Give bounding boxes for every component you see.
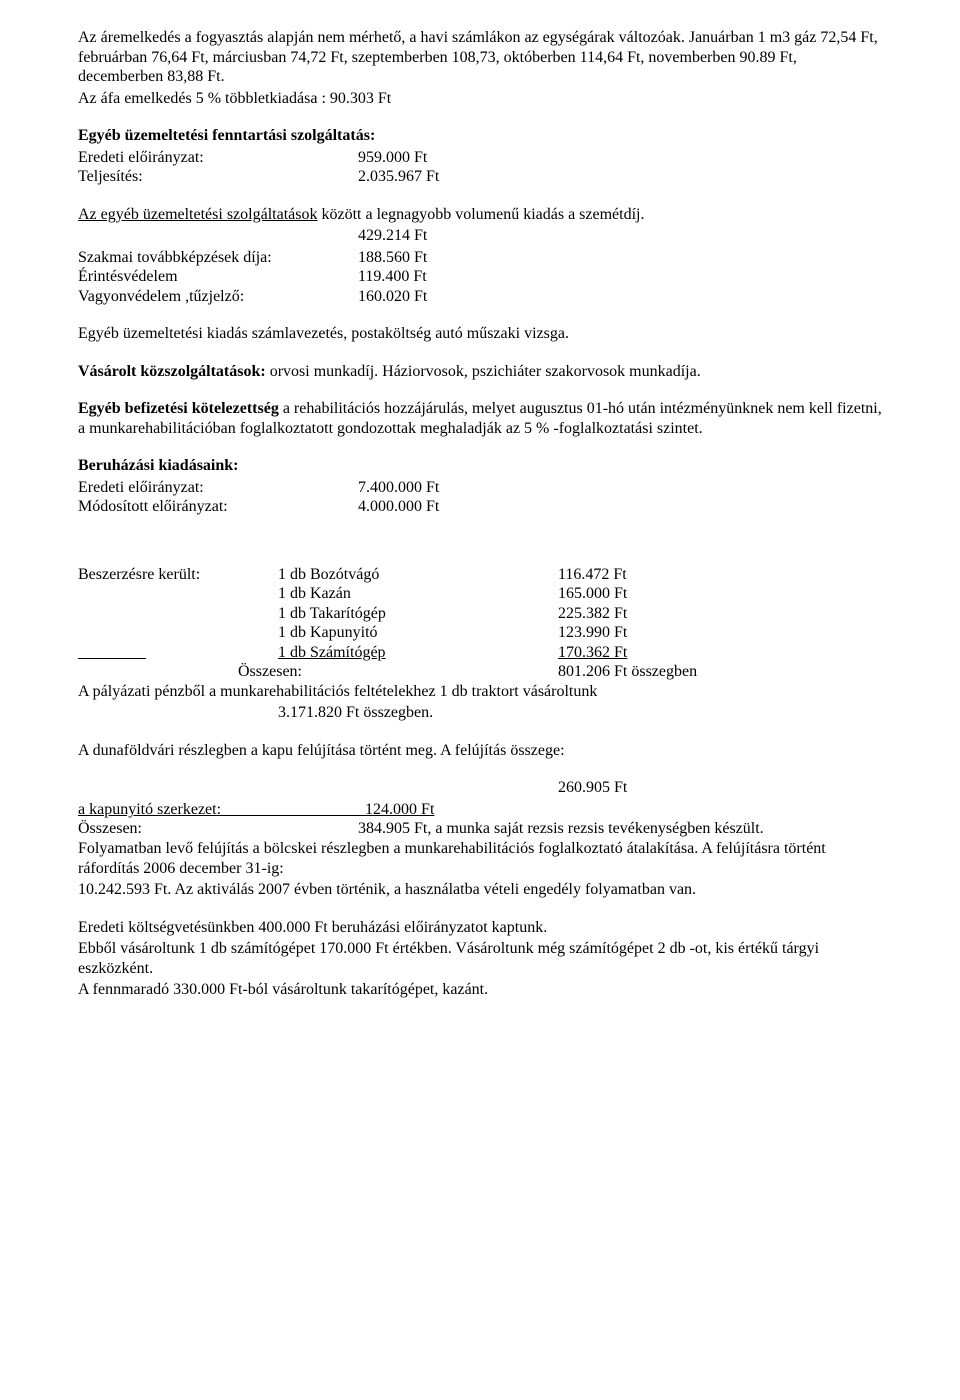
gate-sum-row: Összesen: 384.905 Ft, a munka saját rezs… [78, 819, 882, 839]
text: orvosi munkadíj. Háziorvosok, pszichiáte… [266, 363, 701, 380]
acq-item: 1 db Kazán [278, 584, 558, 604]
document-page: Az áremelkedés a fogyasztás alapján nem … [0, 0, 960, 1400]
acq-sum-label: Összesen: [78, 662, 458, 682]
kv-label: Szakmai továbbképzések díja: [78, 248, 358, 268]
amount-text: 3.171.820 Ft összegben. [78, 703, 882, 723]
acq-sum-value: 801.206 Ft összegben [458, 662, 697, 682]
acq-row: 1 db Takarítógép 225.382 Ft [78, 604, 882, 624]
gate-kv-label: a kapunyitó szerkezet: 124.000 Ft [78, 800, 558, 820]
acq-amount: 123.990 Ft [558, 623, 627, 643]
kv-value: 7.400.000 Ft [358, 478, 439, 498]
gate-sum-value: 384.905 Ft, a munka saját rezsis rezsis … [358, 819, 764, 839]
acq-amount: 165.000 Ft [558, 584, 627, 604]
acq-row: 1 db Kapunyitó 123.990 Ft [78, 623, 882, 643]
kv-value: 160.020 Ft [358, 287, 427, 307]
kv-row: Vagyonvédelem ,tűzjelző: 160.020 Ft [78, 287, 882, 307]
kv-label: Vagyonvédelem ,tűzjelző: [78, 287, 358, 307]
acq-item: 1 db Bozótvágó [278, 565, 558, 585]
bold-text: Egyéb befizetési kötelezettség [78, 400, 279, 417]
paragraph: 10.242.593 Ft. Az aktiválás 2007 évben t… [78, 880, 882, 900]
gate-sum-label: Összesen: [78, 819, 358, 839]
blank [78, 623, 278, 643]
kv-value: 4.000.000 Ft [358, 497, 439, 517]
section-heading: Beruházási kiadásaink: [78, 456, 882, 476]
paragraph: Eredeti költségvetésünkben 400.000 Ft be… [78, 918, 882, 938]
acq-amount: 225.382 Ft [558, 604, 627, 624]
text: 124.000 Ft [365, 801, 434, 818]
kv-label: Módosított előirányzat: [78, 497, 358, 517]
paragraph: Folyamatban levő felújítás a bölcskei ré… [78, 839, 882, 878]
paragraph: Az áremelkedés a fogyasztás alapján nem … [78, 28, 882, 87]
text: a kapunyitó szerkezet: [78, 801, 221, 818]
kv-row: Módosított előirányzat: 4.000.000 Ft [78, 497, 882, 517]
paragraph: Ebből vásároltunk 1 db számítógépet 170.… [78, 939, 882, 978]
acq-amount: 170.362 Ft [558, 643, 627, 663]
blank [78, 584, 278, 604]
kv-row: Szakmai továbbképzések díja: 188.560 Ft [78, 248, 882, 268]
kv-label: Érintésvédelem [78, 267, 358, 287]
kv-row: Eredeti előirányzat: 959.000 Ft [78, 148, 882, 168]
acq-item: 1 db Takarítógép [278, 604, 558, 624]
paragraph: A pályázati pénzből a munkarehabilitáció… [78, 682, 882, 702]
kv-row: Teljesítés: 2.035.967 Ft [78, 167, 882, 187]
acq-row: Beszerzésre került: 1 db Bozótvágó 116.4… [78, 565, 882, 585]
acq-item: 1 db Számítógép [278, 643, 558, 663]
blank [78, 604, 278, 624]
bold-text: Vásárolt közszolgáltatások: [78, 363, 266, 380]
kv-value: 188.560 Ft [358, 248, 427, 268]
blank-underline [78, 643, 278, 663]
acq-lead: Beszerzésre került: [78, 565, 278, 585]
amount-text: 260.905 Ft [78, 778, 882, 798]
kv-label: Eredeti előirányzat: [78, 478, 358, 498]
paragraph: A dunaföldvári részlegben a kapu felújít… [78, 741, 882, 761]
paragraph: Az áfa emelkedés 5 % többletkiadása : 90… [78, 89, 882, 109]
paragraph: Vásárolt közszolgáltatások: orvosi munka… [78, 362, 882, 382]
kv-label: Eredeti előirányzat: [78, 148, 358, 168]
text: között a legnagyobb volumenű kiadás a sz… [317, 206, 644, 223]
acq-row: 1 db Kazán 165.000 Ft [78, 584, 882, 604]
paragraph: Az egyéb üzemeltetési szolgáltatások köz… [78, 205, 882, 225]
kv-value: 119.400 Ft [358, 267, 427, 287]
kv-row: Eredeti előirányzat: 7.400.000 Ft [78, 478, 882, 498]
paragraph: Egyéb üzemeltetési kiadás számlavezetés,… [78, 324, 882, 344]
kv-value: 959.000 Ft [358, 148, 427, 168]
kv-row: Érintésvédelem 119.400 Ft [78, 267, 882, 287]
gate-kv-row: a kapunyitó szerkezet: 124.000 Ft [78, 800, 882, 820]
underlined-text: Az egyéb üzemeltetési szolgáltatások [78, 206, 317, 223]
acq-amount: 116.472 Ft [558, 565, 627, 585]
kv-value: 2.035.967 Ft [358, 167, 439, 187]
amount-text: 429.214 Ft [78, 226, 882, 246]
paragraph: Egyéb befizetési kötelezettség a rehabil… [78, 399, 882, 438]
section-heading: Egyéb üzemeltetési fenntartási szolgálta… [78, 126, 882, 146]
kv-label: Teljesítés: [78, 167, 358, 187]
acq-row: 1 db Számítógép 170.362 Ft [78, 643, 882, 663]
paragraph: A fennmaradó 330.000 Ft-ból vásároltunk … [78, 980, 882, 1000]
acq-item: 1 db Kapunyitó [278, 623, 558, 643]
acq-sum-row: Összesen: 801.206 Ft összegben [78, 662, 882, 682]
